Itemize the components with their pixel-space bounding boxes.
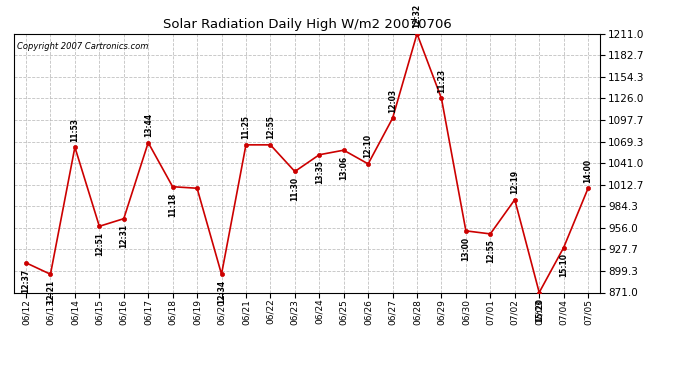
Text: Copyright 2007 Cartronics.com: Copyright 2007 Cartronics.com <box>17 42 148 51</box>
Text: 11:30: 11:30 <box>290 177 299 201</box>
Text: 12:55: 12:55 <box>486 240 495 263</box>
Text: 12:37: 12:37 <box>21 268 30 292</box>
Text: 12:51: 12:51 <box>95 232 103 256</box>
Text: 15:20: 15:20 <box>535 298 544 322</box>
Text: 11:25: 11:25 <box>241 115 250 139</box>
Title: Solar Radiation Daily High W/m2 20070706: Solar Radiation Daily High W/m2 20070706 <box>163 18 451 31</box>
Text: 12:55: 12:55 <box>266 116 275 139</box>
Text: 15:10: 15:10 <box>559 253 568 277</box>
Text: 11:53: 11:53 <box>70 118 79 142</box>
Text: 12:32: 12:32 <box>413 4 422 28</box>
Text: 12:21: 12:21 <box>46 280 55 304</box>
Text: 12:34: 12:34 <box>217 280 226 304</box>
Text: 12:19: 12:19 <box>511 170 520 194</box>
Text: 11:23: 11:23 <box>437 69 446 93</box>
Text: 13:00: 13:00 <box>462 236 471 261</box>
Text: 12:10: 12:10 <box>364 134 373 158</box>
Text: 11:18: 11:18 <box>168 192 177 216</box>
Text: 14:00: 14:00 <box>584 159 593 183</box>
Text: 13:44: 13:44 <box>144 113 152 137</box>
Text: 12:03: 12:03 <box>388 88 397 112</box>
Text: 13:35: 13:35 <box>315 160 324 184</box>
Text: 13:06: 13:06 <box>339 156 348 180</box>
Text: 12:31: 12:31 <box>119 224 128 248</box>
